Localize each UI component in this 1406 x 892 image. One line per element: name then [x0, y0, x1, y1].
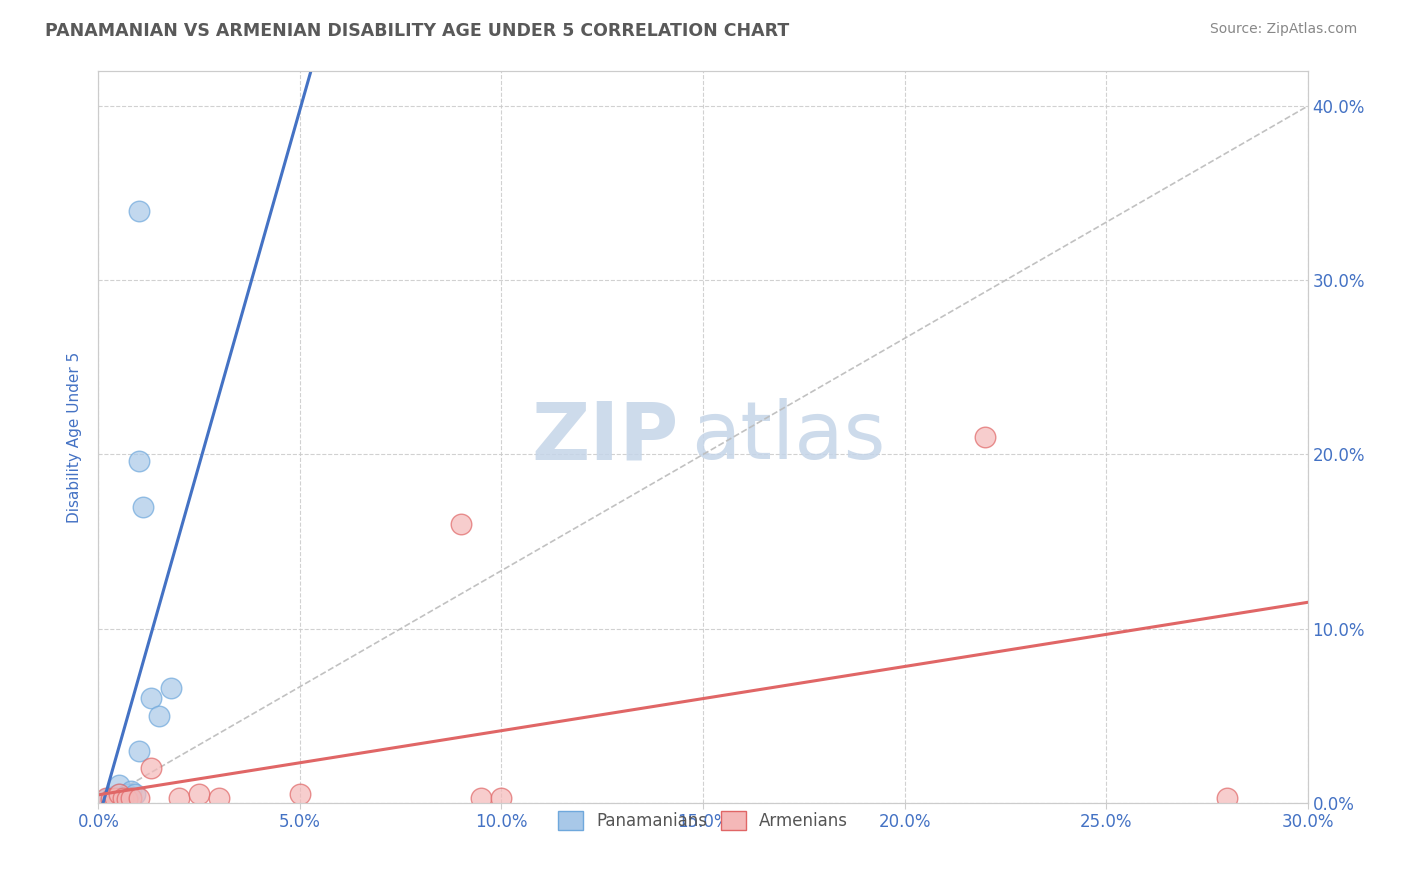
Point [100, 792, 122, 806]
Text: ZIP: ZIP [531, 398, 679, 476]
Point [139, 761, 162, 775]
Point [115, 787, 138, 801]
Point [107, 787, 129, 801]
Point [124, 787, 146, 801]
Point [188, 787, 211, 801]
Point [132, 500, 155, 514]
Point [128, 790, 150, 805]
Point [96, 790, 118, 805]
Point [115, 792, 138, 806]
Point [107, 787, 129, 801]
Point [120, 783, 142, 797]
Point [139, 691, 162, 706]
Point [491, 790, 513, 805]
Point [120, 790, 142, 805]
Point [148, 708, 170, 723]
Point [128, 454, 150, 468]
Point [208, 790, 231, 805]
Point [111, 790, 134, 805]
Point [288, 787, 311, 801]
Point [111, 790, 134, 805]
Point [167, 790, 190, 805]
Point [128, 743, 150, 757]
Point [470, 790, 492, 805]
Text: atlas: atlas [690, 398, 886, 476]
Y-axis label: Disability Age Under 5: Disability Age Under 5 [67, 351, 83, 523]
Point [100, 790, 122, 805]
Point [160, 681, 183, 695]
Point [103, 790, 125, 805]
Point [103, 789, 125, 803]
Point [107, 778, 129, 792]
Point [128, 203, 150, 218]
Point [450, 517, 472, 532]
Point [96, 792, 118, 806]
Point [974, 430, 997, 444]
Legend: Panamanians, Armenians: Panamanians, Armenians [550, 803, 856, 838]
Text: PANAMANIAN VS ARMENIAN DISABILITY AGE UNDER 5 CORRELATION CHART: PANAMANIAN VS ARMENIAN DISABILITY AGE UN… [45, 22, 789, 40]
Text: Source: ZipAtlas.com: Source: ZipAtlas.com [1209, 22, 1357, 37]
Point [1216, 790, 1239, 805]
